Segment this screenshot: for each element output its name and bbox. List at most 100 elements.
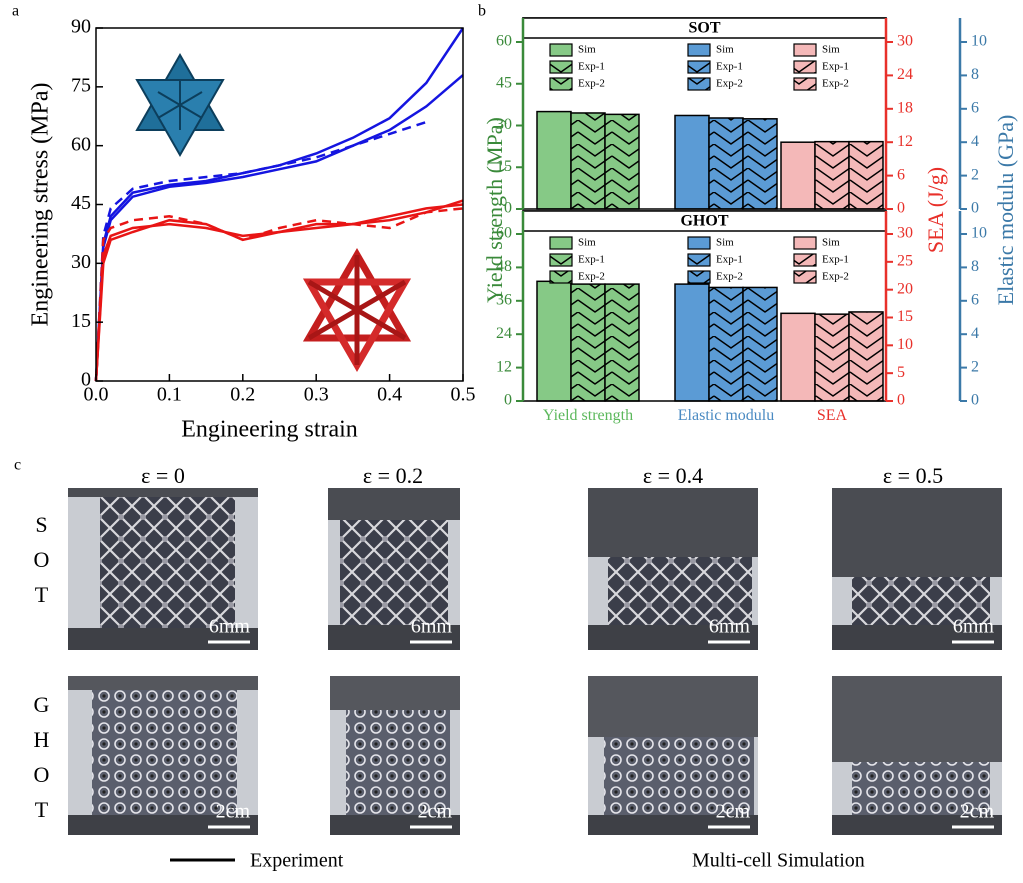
x-tick-label: 0.4: [377, 384, 402, 406]
axis-tick-label: 24: [496, 325, 512, 342]
category-label: Yield strength: [542, 407, 634, 424]
axis-tick-label: 45: [496, 74, 512, 91]
category-text: Yield strength: [542, 407, 634, 424]
legend-label: Exp-1: [716, 61, 743, 73]
bar-hatch: [709, 287, 743, 401]
axis-tick-label: 8: [971, 66, 979, 83]
bar-hatch: [571, 112, 605, 209]
legend-swatch: [687, 43, 711, 57]
photo-plate: [68, 628, 258, 650]
strain-label: ε = 0: [141, 463, 185, 488]
legend-hatch: [794, 78, 816, 90]
axis-tick-label: 0: [971, 200, 979, 217]
y-tick-label: 45: [71, 192, 91, 214]
axis-tick-label: 60: [496, 33, 512, 50]
axis-tick-label: 0: [897, 392, 905, 409]
legend-hatch: [794, 254, 816, 266]
line-series: [94, 27, 465, 382]
strain-label: ε = 0.2: [363, 463, 423, 488]
y-tick-label: 90: [71, 16, 91, 38]
axis-tick-label: 6: [897, 166, 905, 183]
x-tick-label: 0.2: [230, 384, 255, 406]
bar-hatch: [849, 311, 883, 401]
scale-bar-label: 2cm: [716, 801, 751, 823]
specimen: [346, 710, 450, 815]
axis-tick-label: 0: [971, 392, 979, 409]
legend-label: Exp-2: [822, 78, 849, 90]
axis-label: Yield strength (MPa): [482, 117, 507, 303]
photo-plate: [588, 625, 758, 650]
legend-label: Sim: [578, 237, 596, 249]
axis-tick-label: 12: [897, 133, 913, 150]
scale-bar-label: 6mm: [709, 616, 751, 638]
legend-label: Sim: [716, 44, 734, 56]
category-text: SEA: [816, 407, 848, 424]
axis-tick-label: 4: [971, 325, 979, 342]
bar: [536, 110, 572, 210]
bar-hatch: [815, 314, 849, 401]
legend-hatch: [550, 271, 572, 283]
row-label: SOT: [29, 512, 54, 617]
x-tick-label: 0.0: [84, 384, 109, 406]
y-tick-label: 60: [71, 133, 91, 155]
photo-plate: [328, 488, 460, 520]
legend-label: Sim: [716, 237, 734, 249]
scale-bar-label: 6mm: [209, 616, 251, 638]
photo-plate: [68, 488, 258, 497]
axis-label: SEA (J/g): [923, 167, 948, 253]
legend-label: Sim: [822, 237, 840, 249]
bar-hatch: [743, 118, 777, 209]
bar-hatch: [605, 284, 639, 401]
axis-tick-label: 10: [971, 225, 987, 242]
specimen: [604, 737, 754, 815]
category-label: Elastic modulu: [678, 407, 774, 424]
bar-hatch: [571, 284, 605, 401]
axis-tick-label: 20: [897, 280, 913, 297]
photo-plate: [330, 815, 460, 835]
photo-plate: [588, 815, 758, 835]
specimen: [340, 520, 448, 625]
bar: [536, 280, 572, 402]
strain-label: ε = 0.4: [643, 463, 703, 488]
photo-plate: [330, 676, 460, 710]
scale-bar-label: 6mm: [953, 616, 995, 638]
line-series: [94, 207, 464, 382]
photo-plate: [832, 676, 1002, 762]
legend-label: Exp-2: [822, 271, 849, 283]
line-series: [94, 74, 464, 382]
axis-tick-label: 15: [496, 158, 512, 175]
specimen: [852, 577, 990, 625]
specimen: [100, 497, 235, 628]
panel-label: a: [12, 3, 19, 20]
category-label: SEA: [816, 407, 848, 424]
legend-hatch: [688, 78, 710, 90]
scale-bar-label: 2cm: [960, 801, 995, 823]
line-series: [94, 120, 427, 382]
bar-hatch: [605, 114, 639, 209]
legend-hatch: [550, 254, 572, 266]
legend-hatch: [794, 61, 816, 73]
photo-plate: [832, 488, 1002, 577]
photo-plate: [328, 625, 460, 650]
scale-bar-label: 6mm: [411, 616, 453, 638]
legend-label: Exp-2: [716, 78, 743, 90]
line-series: [94, 203, 464, 382]
legend-label: Exp-1: [716, 254, 743, 266]
specimen: [852, 762, 990, 815]
chart-title: SOT: [688, 20, 720, 37]
axis-tick-label: 30: [897, 33, 913, 50]
legend-label: Exp-1: [822, 254, 849, 266]
row-label: GHOT: [29, 692, 54, 832]
legend-swatch: [793, 43, 817, 57]
y-axis-label: Engineering stress (MPa): [28, 83, 54, 327]
legend-label: Exp-2: [578, 271, 605, 283]
axis-tick-label: 36: [496, 291, 512, 308]
photo-plate: [68, 815, 258, 835]
chart-title: GHOT: [680, 213, 728, 230]
legend-swatch: [549, 236, 573, 250]
legend-label: Exp-1: [578, 254, 605, 266]
specimen: [608, 557, 752, 625]
bar-hatch: [743, 287, 777, 401]
line-series: [94, 199, 464, 382]
legend-hatch: [688, 254, 710, 266]
